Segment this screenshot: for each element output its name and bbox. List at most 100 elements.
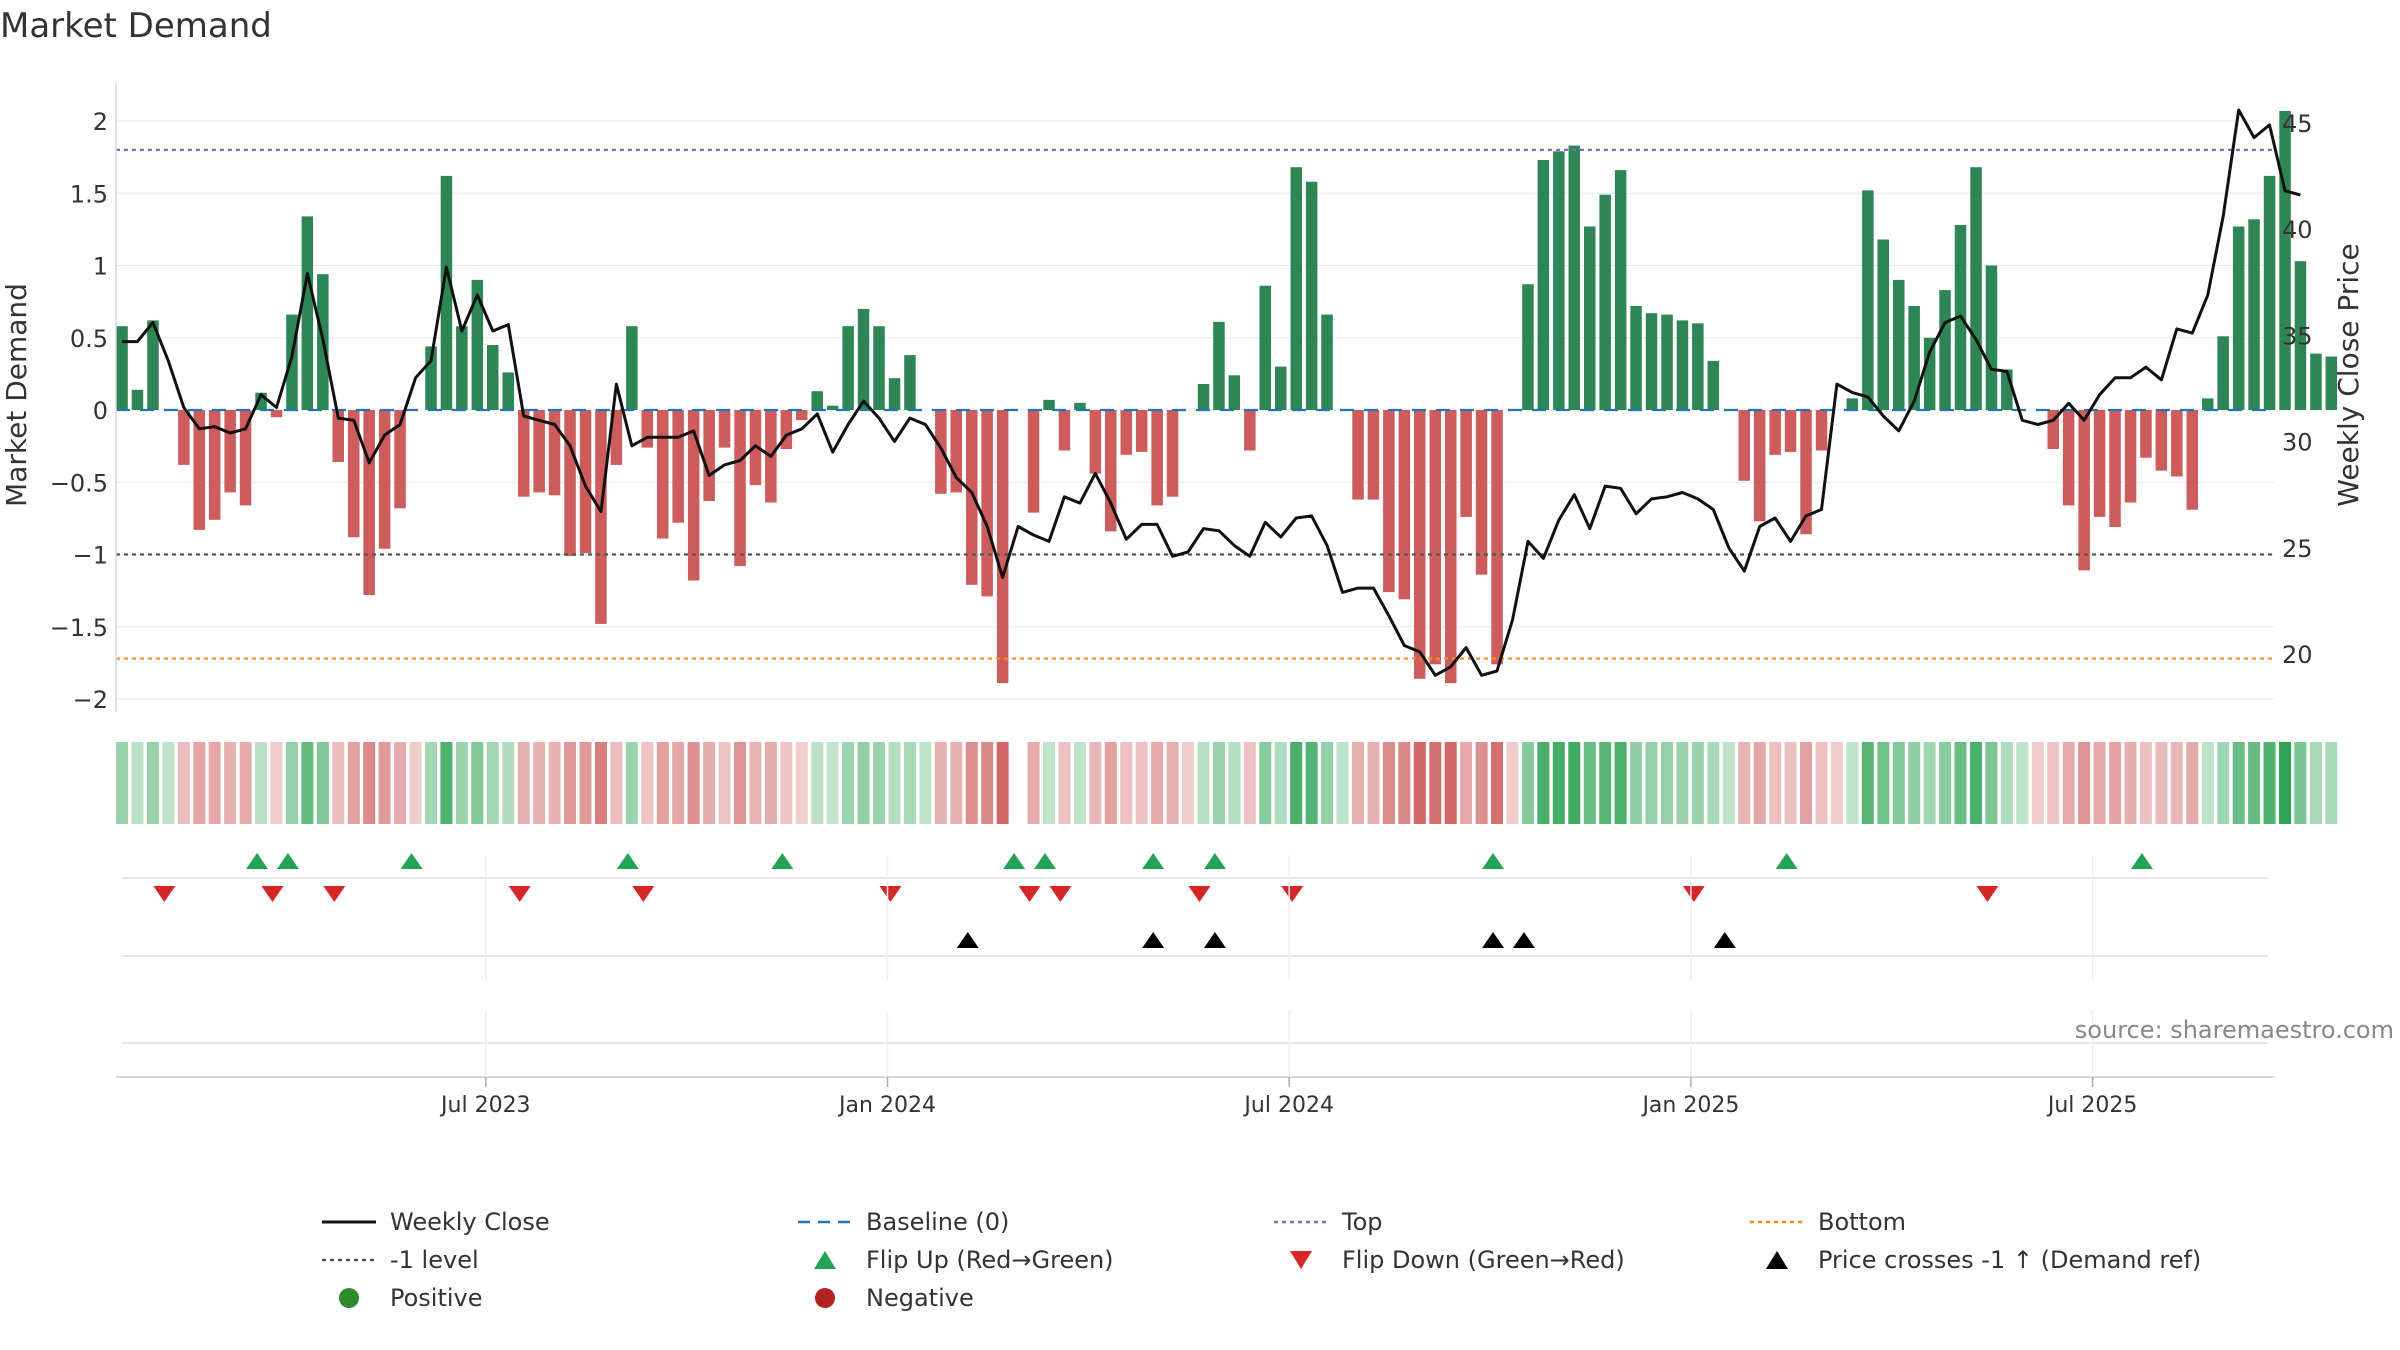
demand-bar (2001, 369, 2013, 410)
event-markers (122, 853, 2268, 1044)
strip-cell (1769, 742, 1782, 824)
legend-label: Negative (866, 1284, 974, 1312)
demand-bar (1815, 410, 1828, 451)
strip-cell (1923, 742, 1936, 824)
strip-cell (703, 742, 716, 824)
demand-bar (1475, 410, 1488, 575)
strip-cell (239, 742, 252, 824)
legend-swatch (1750, 1220, 1804, 1224)
strip-cell (672, 742, 685, 824)
strip-cell (1985, 742, 1998, 824)
strip-cell (795, 742, 808, 824)
strip-cell (1228, 742, 1241, 824)
strip-cell (1321, 742, 1334, 824)
strip-cell (1784, 742, 1797, 824)
demand-bar (1645, 313, 1658, 410)
y-tick-label: 1.5 (70, 180, 108, 208)
strip-cell (1691, 742, 1704, 824)
strip-cell (842, 742, 855, 824)
strip-cell (1135, 742, 1148, 824)
strip-cell (471, 742, 484, 824)
flip-up-marker (276, 853, 299, 869)
demand-bar (950, 410, 962, 493)
flip-up-marker (1034, 853, 1056, 869)
strip-cell (409, 742, 422, 824)
legend-positive-swatch (339, 1288, 359, 1308)
strip-cell (378, 742, 391, 824)
strip-cell (764, 742, 777, 824)
demand-heat-strip (116, 742, 2338, 824)
demand-bar (780, 410, 793, 449)
strip-cell (1583, 742, 1596, 824)
strip-cell (610, 742, 623, 824)
demand-bar (1862, 190, 1874, 410)
strip-cell (826, 742, 839, 824)
strip-cell (1336, 742, 1349, 824)
demand-bar (579, 410, 592, 554)
strip-cell (1599, 742, 1612, 824)
strip-cell (2062, 742, 2075, 824)
demand-bar (2140, 410, 2152, 458)
strip-cell (2294, 742, 2307, 824)
strip-cell (193, 742, 206, 824)
y2-tick-label: 20 (2282, 641, 2313, 669)
strip-cell (533, 742, 546, 824)
demand-bar (2217, 336, 2229, 410)
strip-cell (1614, 742, 1627, 824)
demand-bar (981, 410, 993, 597)
demand-bar (301, 216, 314, 410)
y-tick-label: 1 (93, 253, 108, 281)
strip-cell (857, 742, 870, 824)
strip-cell (1522, 742, 1534, 824)
strip-cell (1537, 742, 1550, 824)
demand-bar (826, 405, 839, 410)
price-cross-marker (956, 932, 979, 948)
demand-bar (2263, 175, 2276, 410)
weekly-close-polyline (122, 108, 2301, 677)
strip-cell (1104, 742, 1117, 824)
strip-cell (2232, 742, 2245, 824)
demand-bar (2294, 261, 2307, 410)
demand-bar (703, 410, 715, 501)
demand-bar (1846, 398, 1859, 410)
legend-label: Baseline (0) (866, 1208, 1010, 1236)
legend-label: Top (1342, 1208, 1383, 1236)
demand-bar (811, 391, 823, 410)
demand-bar (440, 175, 453, 410)
strip-cell (1630, 742, 1643, 824)
demand-bar (255, 392, 267, 410)
legend-item: Weekly Close (320, 1208, 550, 1236)
demand-bar (1074, 402, 1086, 410)
strip-cell (1151, 742, 1164, 824)
strip-cell (2325, 742, 2338, 824)
demand-bar (1923, 337, 1936, 411)
demand-bar (2279, 110, 2291, 411)
demand-bar (2047, 410, 2059, 449)
legend-item: Negative (796, 1284, 974, 1312)
demand-bar (1800, 410, 1812, 535)
demand-bar (2124, 410, 2137, 503)
demand-bar (1692, 323, 1704, 410)
demand-bar (1568, 145, 1580, 410)
strip-cell (2031, 742, 2044, 824)
demand-bar (332, 410, 344, 462)
strip-cell (1861, 742, 1874, 824)
demand-bar (1908, 306, 1920, 410)
demand-bar (796, 410, 808, 421)
strip-cell (440, 742, 453, 824)
strip-cell (455, 742, 468, 824)
strip-cell (1367, 742, 1380, 824)
demand-bar (1414, 410, 1426, 679)
legend-negative-swatch (815, 1288, 835, 1308)
demand-bar (1769, 410, 1781, 455)
strip-cell (517, 742, 530, 824)
demand-bar (1599, 194, 1611, 410)
demand-bar (208, 410, 221, 520)
demand-bar (1197, 384, 1210, 410)
flip-up-marker (400, 853, 423, 869)
strip-cell (1305, 742, 1318, 824)
demand-bar (456, 326, 468, 410)
demand-bar (2078, 410, 2090, 571)
demand-bar (1630, 306, 1642, 410)
